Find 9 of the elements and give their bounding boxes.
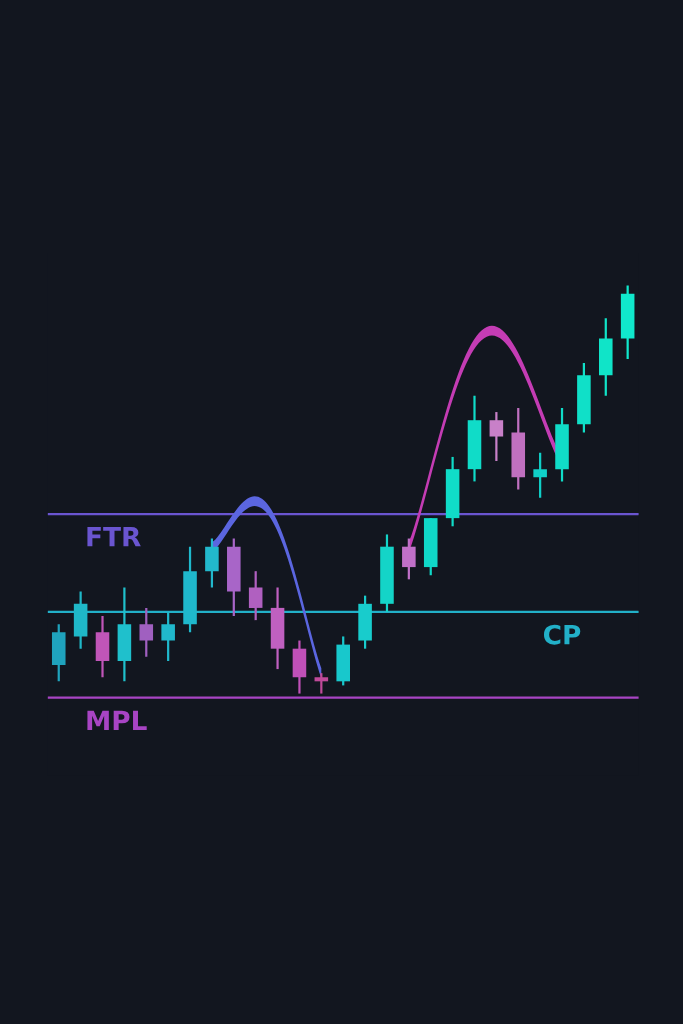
ref-line-label: FTR	[87, 527, 141, 547]
candlestick	[248, 570, 263, 622]
candlestick	[139, 606, 154, 658]
candlestick	[489, 410, 504, 463]
candlestick	[533, 451, 547, 499]
ref-line-label: CP	[543, 624, 581, 645]
ref-line-label: MPL	[87, 710, 147, 730]
candlestick	[402, 537, 416, 581]
candlestick	[314, 672, 329, 695]
